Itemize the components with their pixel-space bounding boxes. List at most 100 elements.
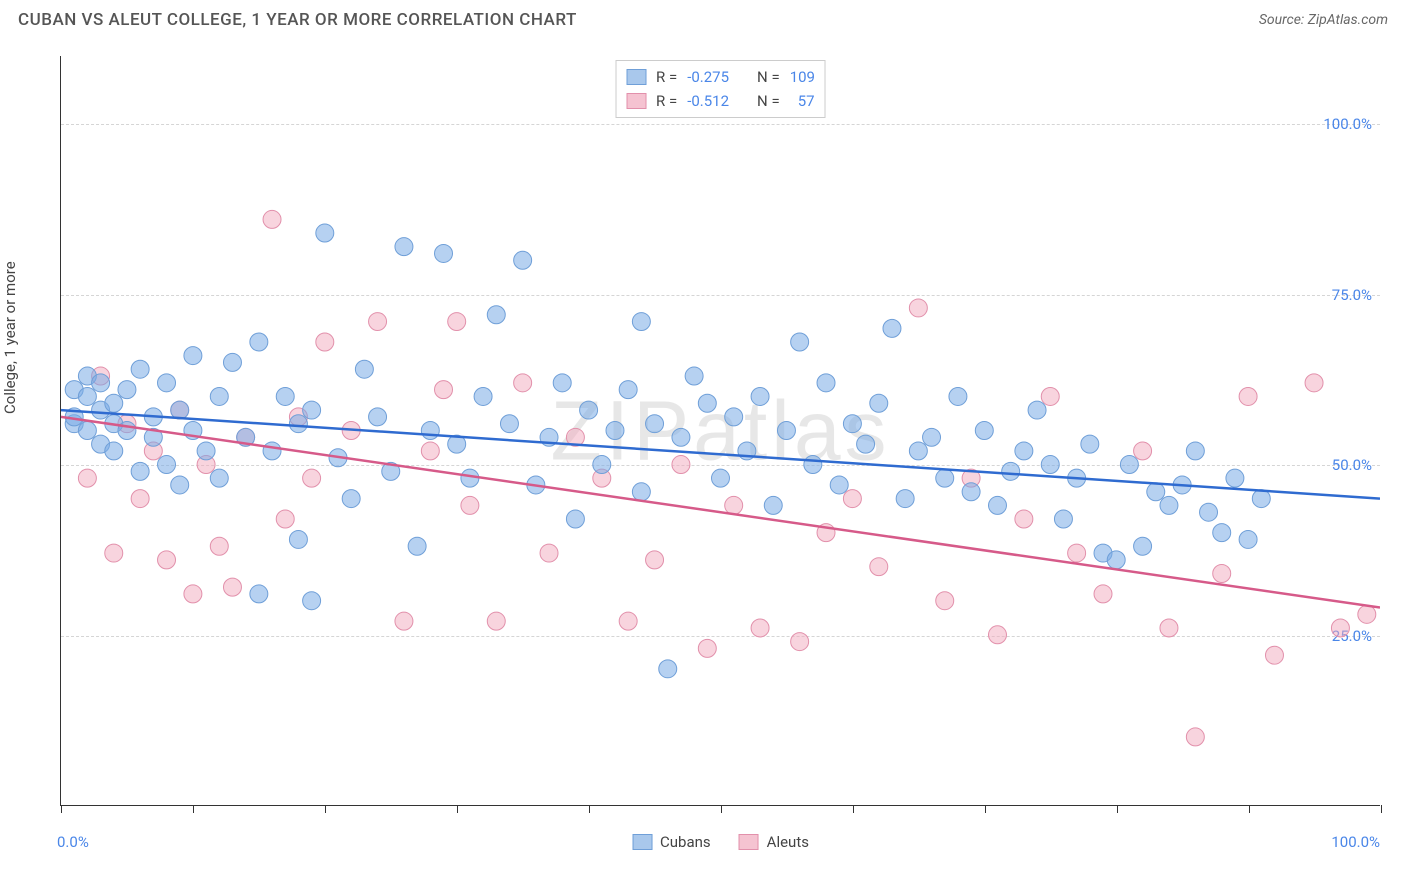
scatter-point (553, 374, 571, 392)
scatter-point (408, 537, 426, 555)
scatter-point (685, 367, 703, 385)
scatter-point (764, 496, 782, 514)
r-value-cubans: -0.275 (687, 65, 729, 89)
n-value-cubans: 109 (790, 65, 815, 89)
scatter-point (1068, 544, 1086, 562)
swatch-cubans-icon (626, 69, 646, 85)
scatter-point (316, 333, 334, 351)
scatter-point (1186, 728, 1204, 746)
scatter-point (487, 306, 505, 324)
scatter-point (210, 469, 228, 487)
scatter-point (1160, 496, 1178, 514)
scatter-point (1331, 619, 1349, 637)
scatter-point (435, 381, 453, 399)
scatter-point (500, 415, 518, 433)
scatter-point (1081, 435, 1099, 453)
scatter-point (474, 387, 492, 405)
scatter-point (896, 490, 914, 508)
scatter-point (250, 585, 268, 603)
r-value-aleuts: -0.512 (687, 89, 729, 113)
scatter-point (975, 422, 993, 440)
scatter-point (725, 408, 743, 426)
scatter-point (421, 442, 439, 460)
correlation-legend: R = -0.275 N = 109 R = -0.512 N = 57 (615, 60, 826, 118)
r-label: R = (656, 89, 677, 113)
scatter-point (223, 353, 241, 371)
scatter-point (223, 578, 241, 596)
scatter-point (395, 238, 413, 256)
scatter-point (1252, 490, 1270, 508)
scatter-point (487, 612, 505, 630)
scatter-point (78, 422, 96, 440)
chart-container: College, 1 year or more ZIPatlas 25.0%50… (18, 44, 1388, 834)
scatter-point (1147, 483, 1165, 501)
scatter-point (514, 251, 532, 269)
scatter-point (78, 387, 96, 405)
x-tick (193, 805, 194, 813)
scatter-point (817, 374, 835, 392)
scatter-point (369, 313, 387, 331)
scatter-point (751, 387, 769, 405)
scatter-point (1054, 510, 1072, 528)
scatter-point (804, 456, 822, 474)
scatter-point (78, 469, 96, 487)
scatter-point (210, 387, 228, 405)
x-tick (1117, 805, 1118, 813)
scatter-point (580, 401, 598, 419)
scatter-point (289, 415, 307, 433)
y-axis-label: College, 1 year or more (1, 261, 19, 414)
swatch-aleuts-icon (626, 93, 646, 109)
scatter-point (606, 422, 624, 440)
scatter-point (395, 612, 413, 630)
scatter-point (646, 415, 664, 433)
scatter-point (988, 626, 1006, 644)
scatter-point (646, 551, 664, 569)
scatter-point (158, 456, 176, 474)
scatter-point (171, 401, 189, 419)
scatter-point (791, 633, 809, 651)
x-tick (853, 805, 854, 813)
x-tick (457, 805, 458, 813)
scatter-point (712, 469, 730, 487)
scatter-point (105, 544, 123, 562)
scatter-point (777, 422, 795, 440)
n-label: N = (757, 65, 780, 89)
scatter-point (672, 428, 690, 446)
scatter-point (909, 442, 927, 460)
scatter-svg (61, 56, 1380, 805)
scatter-point (118, 381, 136, 399)
scatter-point (540, 544, 558, 562)
x-tick (325, 805, 326, 813)
scatter-point (1186, 442, 1204, 460)
scatter-point (962, 483, 980, 501)
x-tick (1249, 805, 1250, 813)
scatter-point (1213, 565, 1231, 583)
scatter-point (461, 496, 479, 514)
scatter-point (883, 319, 901, 337)
scatter-point (184, 347, 202, 365)
scatter-point (131, 462, 149, 480)
scatter-point (791, 333, 809, 351)
scatter-point (118, 422, 136, 440)
scatter-point (1239, 387, 1257, 405)
scatter-point (843, 490, 861, 508)
scatter-point (619, 381, 637, 399)
scatter-point (1002, 462, 1020, 480)
scatter-point (1358, 605, 1376, 623)
scatter-point (105, 394, 123, 412)
legend-item-cubans: Cubans (632, 833, 711, 851)
scatter-point (514, 374, 532, 392)
scatter-point (1028, 401, 1046, 419)
x-tick (985, 805, 986, 813)
scatter-point (566, 510, 584, 528)
swatch-aleuts-icon (739, 834, 759, 850)
scatter-point (171, 476, 189, 494)
scatter-point (632, 313, 650, 331)
n-value-aleuts: 57 (790, 89, 815, 113)
legend-item-aleuts: Aleuts (739, 833, 809, 851)
scatter-point (830, 476, 848, 494)
scatter-point (843, 415, 861, 433)
scatter-point (276, 510, 294, 528)
scatter-point (1305, 374, 1323, 392)
scatter-point (435, 244, 453, 262)
